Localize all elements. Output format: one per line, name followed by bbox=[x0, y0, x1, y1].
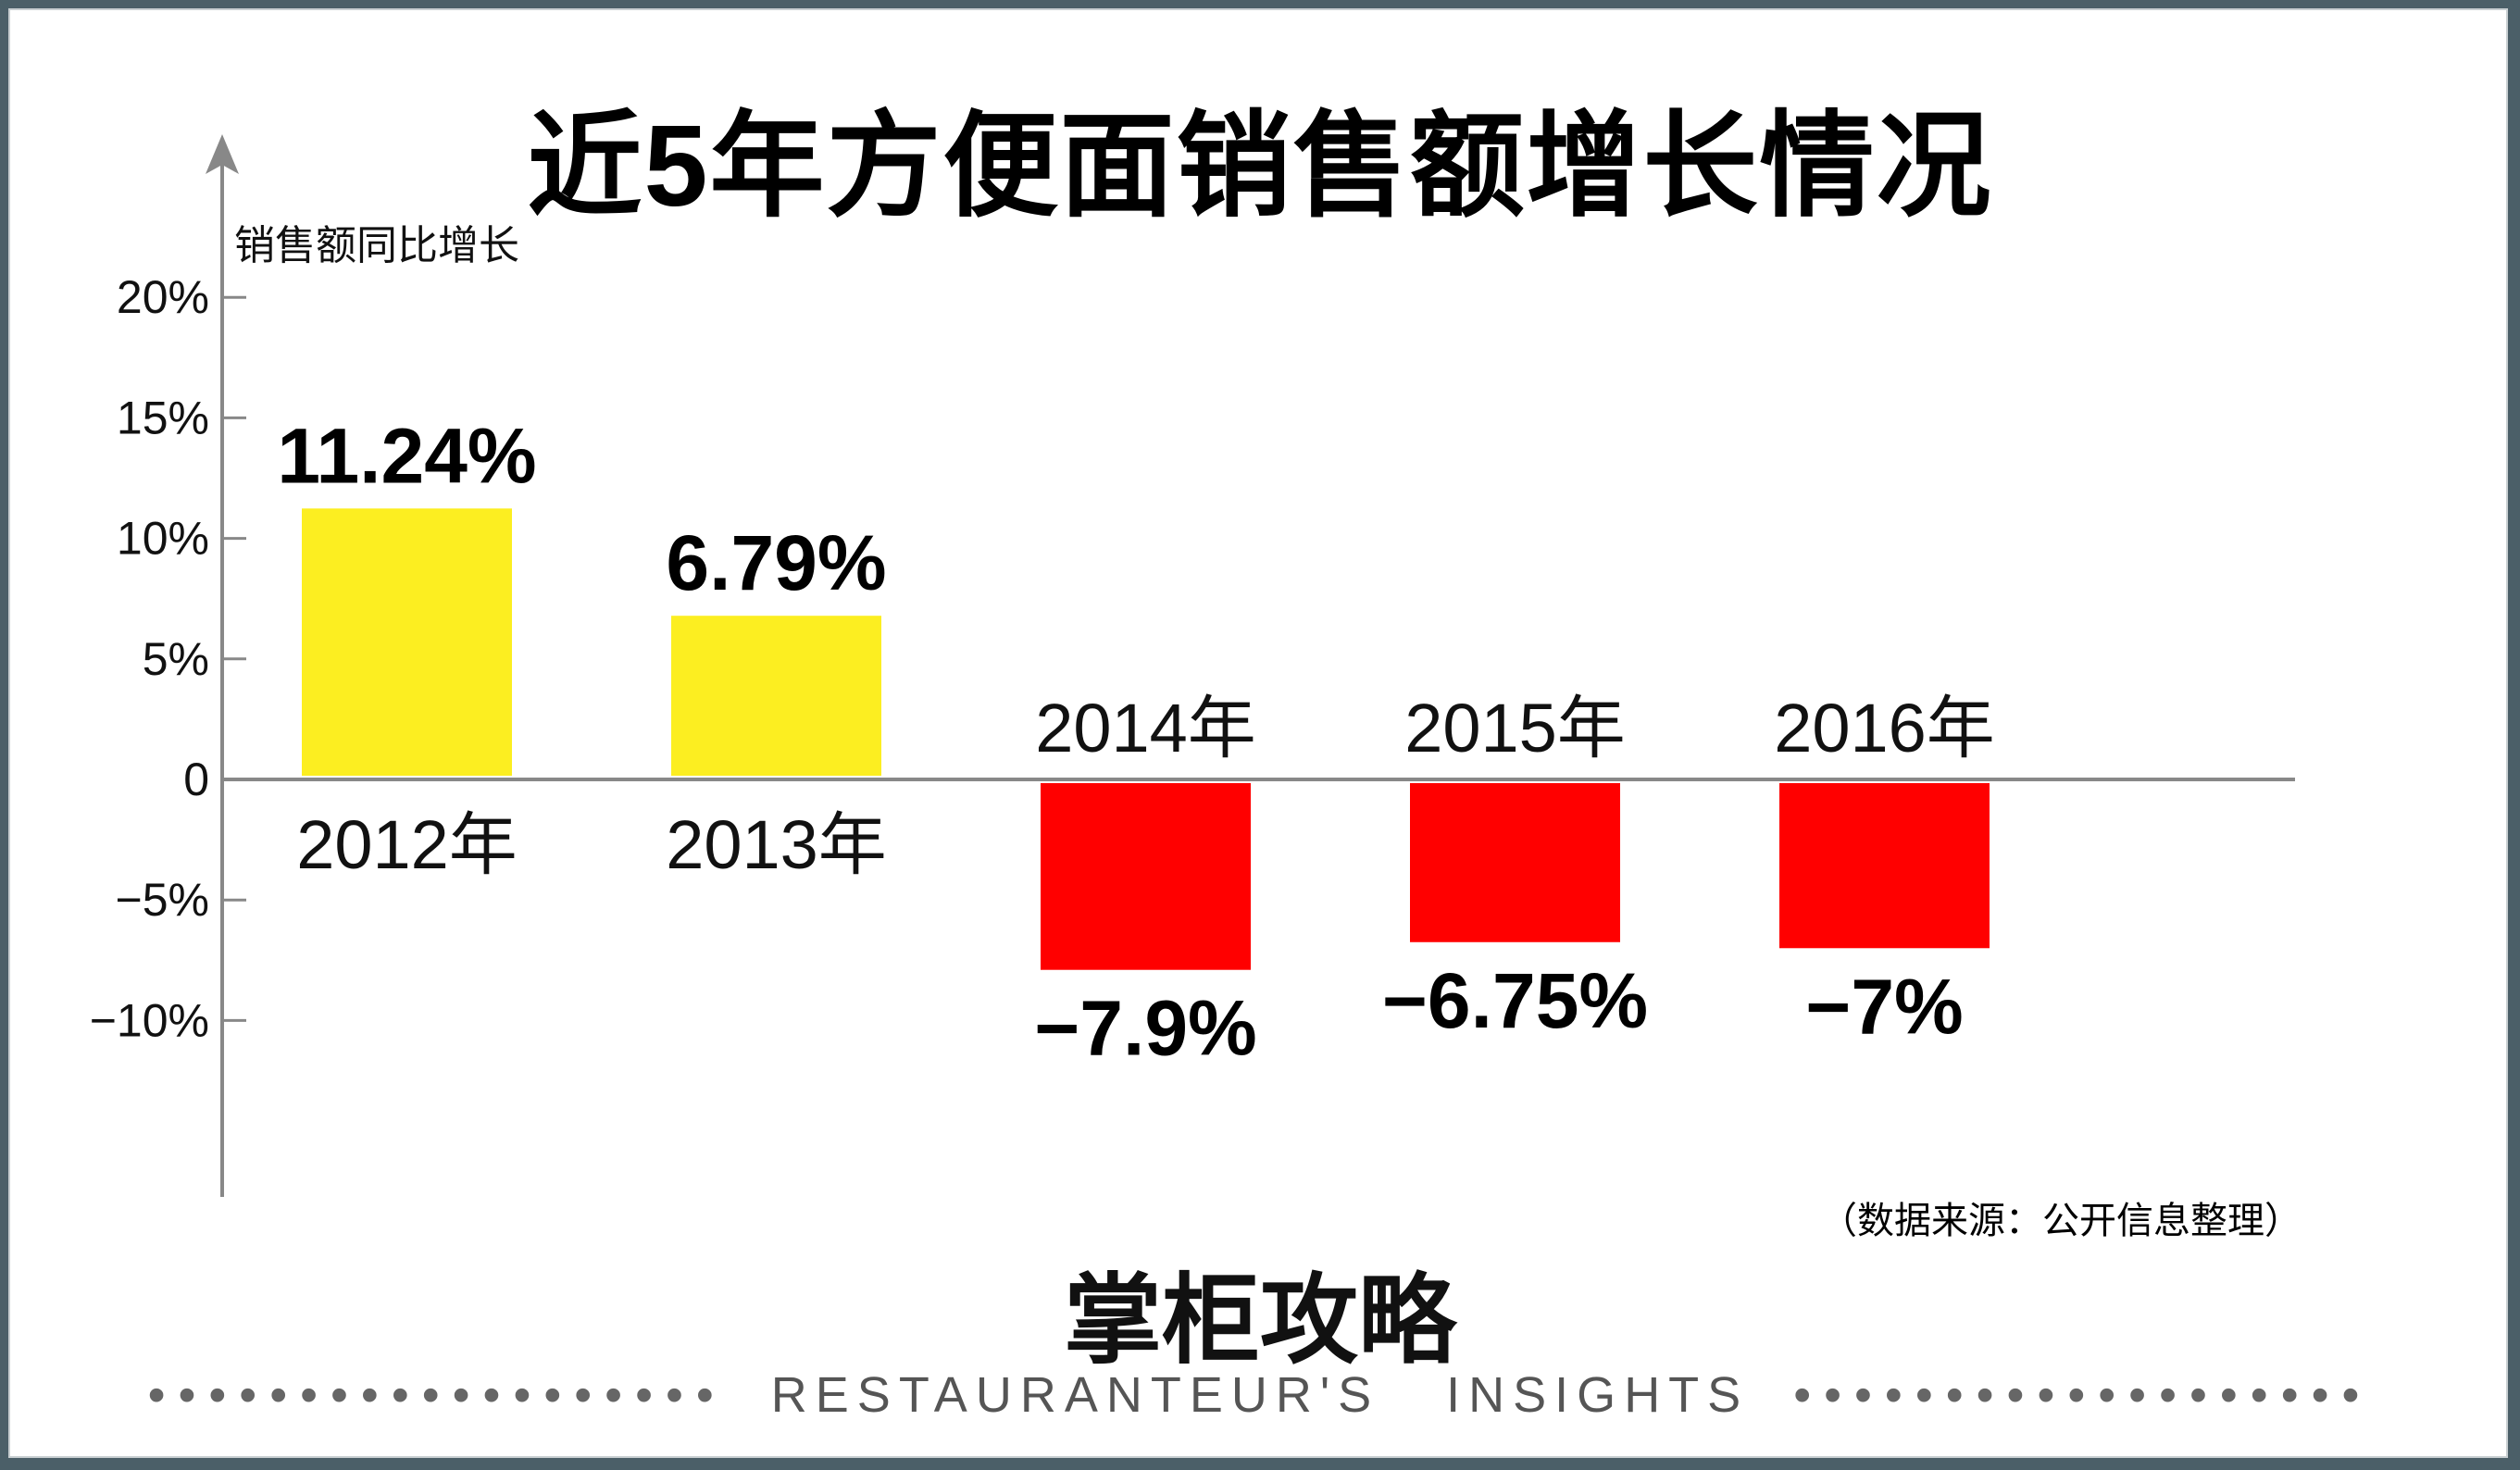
bar-2015年 bbox=[1410, 783, 1620, 942]
dots-left: ••••••••••••••••••• bbox=[147, 1367, 727, 1423]
dots-right: ••••••••••••••••••• bbox=[1793, 1367, 2373, 1423]
bar-2016年 bbox=[1779, 783, 1990, 949]
value-label: −6.75% bbox=[1382, 957, 1648, 1044]
value-label: −7% bbox=[1805, 963, 1963, 1050]
category-label: 2012年 bbox=[296, 806, 518, 883]
brand-logo: 掌柜攻略 bbox=[1064, 1266, 1456, 1376]
category-label: 2014年 bbox=[1035, 690, 1256, 766]
brand-tagline: ••••••••••••••••••• RESTAURANTEUR'S INSI… bbox=[0, 1366, 2520, 1424]
category-label: 2013年 bbox=[666, 806, 887, 883]
y-tick-label: 20% bbox=[117, 271, 209, 323]
y-axis-arrow-icon bbox=[206, 134, 239, 174]
category-label: 2015年 bbox=[1404, 690, 1626, 766]
chart-title: 近5年方便面销售额增长情况 bbox=[527, 103, 1993, 230]
value-label: 6.79% bbox=[666, 519, 886, 606]
value-label: 11.24% bbox=[277, 412, 536, 499]
y-tick-label: 0 bbox=[183, 754, 209, 805]
bar-2014年 bbox=[1041, 783, 1251, 970]
data-source-note: （数据来源：公开信息整理） bbox=[1820, 1200, 2302, 1242]
value-label: −7.9% bbox=[1034, 985, 1257, 1072]
tagline-text: RESTAURANTEUR'S INSIGHTS bbox=[770, 1367, 1750, 1423]
y-tick-label: −10% bbox=[90, 994, 209, 1046]
y-tick-label: 15% bbox=[117, 392, 209, 443]
category-label: 2016年 bbox=[1774, 690, 1995, 766]
bar-2012年 bbox=[302, 508, 512, 776]
y-tick-label: 5% bbox=[143, 633, 209, 685]
y-tick-label: 10% bbox=[117, 513, 209, 565]
y-axis-label: 销售额同比增长 bbox=[234, 223, 519, 268]
y-tick-label: −5% bbox=[116, 874, 209, 926]
bar-2013年 bbox=[671, 616, 881, 776]
